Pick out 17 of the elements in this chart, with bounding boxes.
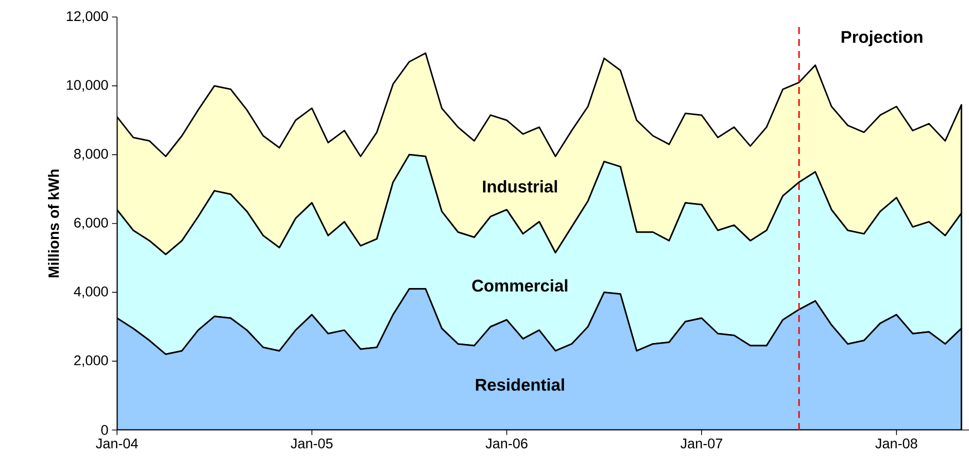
y-axis-title: Millions of kWh bbox=[48, 170, 59, 278]
y-tick-label: 10,000 bbox=[66, 80, 108, 92]
series-label: Residential bbox=[476, 378, 564, 391]
y-tick-label: 8,000 bbox=[74, 148, 108, 160]
ref-line-label: Projection bbox=[842, 30, 922, 46]
y-tick-label: 4,000 bbox=[74, 286, 108, 298]
y-tick-label: 6,000 bbox=[74, 218, 108, 230]
y-tick-label: 2,000 bbox=[74, 355, 108, 367]
series-label: Industrial bbox=[483, 180, 557, 193]
x-tick-label: Jan-05 bbox=[290, 438, 333, 448]
y-tick-label: 0 bbox=[101, 425, 108, 435]
series-label: Commercial bbox=[472, 279, 568, 292]
x-tick-label: Jan-04 bbox=[96, 438, 138, 448]
y-tick-label: 12,000 bbox=[66, 11, 108, 23]
x-tick-label: Jan-07 bbox=[680, 438, 722, 448]
x-tick-label: Jan-06 bbox=[486, 438, 528, 448]
x-tick-label: Jan-08 bbox=[875, 438, 918, 448]
